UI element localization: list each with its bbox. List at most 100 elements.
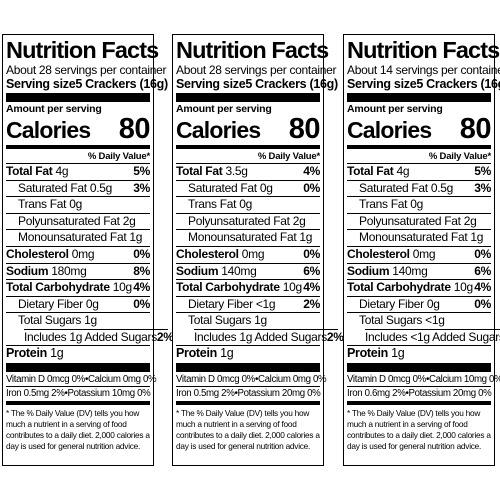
nutrient-name: Total Carbohydrate xyxy=(176,280,280,295)
nutrient-name: Trans Fat xyxy=(359,197,408,212)
nutrient-name: Sodium xyxy=(176,263,219,278)
calories-label: Calories xyxy=(6,117,91,143)
nutrient-amount: 2g xyxy=(122,213,136,228)
nutrient-name: Protein xyxy=(6,345,47,360)
iron: Iron 0.6mg 2% xyxy=(347,388,406,400)
servings-per-container: About 28 servings per container xyxy=(6,63,167,77)
calories-row: Calories 80 xyxy=(347,115,492,144)
nutrient-row-sodium: Sodium 140mg 6% xyxy=(347,262,491,280)
nutrient-row-total-fat: Total Fat 4g 5% xyxy=(347,163,491,180)
nutrient-row-protein: Protein 1g xyxy=(176,344,320,362)
label-title: Nutrition Facts xyxy=(176,37,329,63)
vitamin-d: Vitamin D 0mcg 0% xyxy=(6,374,85,386)
iron: Iron 0.5mg 2% xyxy=(176,388,235,400)
nutrient-name: Dietary Fiber xyxy=(188,296,253,311)
nutrient-name: Trans Fat xyxy=(18,197,67,212)
thick-divider xyxy=(347,363,491,373)
nutrient-amount: <1g xyxy=(255,296,276,311)
nutrient-amount: 0g xyxy=(410,197,423,212)
nutrient-row-added-sugars: Includes <1g Added Sugars 1% xyxy=(347,328,500,345)
nutrient-row-total-carbohydrate: Total Carbohydrate 10g 4% xyxy=(176,279,320,296)
label-title: Nutrition Facts xyxy=(347,37,500,63)
nutrition-label-3: Nutrition Facts About 14 servings per co… xyxy=(343,34,500,466)
calories-label: Calories xyxy=(176,117,261,143)
nutrient-row-total-carbohydrate: Total Carbohydrate 10g 4% xyxy=(347,279,491,296)
footer-divider xyxy=(176,401,320,406)
nutrient-amount: 0mg xyxy=(71,246,95,261)
footer-divider xyxy=(347,401,491,406)
vitamin-d: Vitamin D 0mcg 0% xyxy=(176,374,255,386)
potassium: Potassium 10mg 0% xyxy=(67,388,151,400)
nutrient-name: Saturated Fat xyxy=(188,180,257,195)
nutrient-amount: 2g xyxy=(292,213,306,228)
daily-value-header: % Daily Value* xyxy=(257,151,320,162)
nutrient-amount: 10g xyxy=(453,280,473,295)
nutrient-amount: 1g xyxy=(50,345,64,360)
nutrient-amount: 140mg xyxy=(221,263,257,278)
servings-per-container: About 14 servings per container xyxy=(347,63,500,77)
medium-divider xyxy=(176,145,320,149)
nutrient-row-total-sugars: Total Sugars 1g xyxy=(6,312,150,329)
nutrition-label-2: Nutrition Facts About 28 servings per co… xyxy=(172,34,344,466)
calcium: Calcium 0mg 0% xyxy=(88,374,157,386)
nutrient-amount: 180mg xyxy=(51,263,87,278)
nutrient-row-monounsaturated-fat: Monounsaturated Fat 1g xyxy=(6,229,150,246)
nutrient-dv: 8% xyxy=(133,263,150,278)
nutrient-name: Monounsaturated Fat xyxy=(188,230,297,245)
nutrient-dv: 5% xyxy=(133,164,150,178)
nutrient-name: Polyunsaturated Fat xyxy=(18,213,120,228)
nutrient-name: Cholesterol xyxy=(347,246,410,261)
footer-divider xyxy=(6,401,150,406)
serving-size-value: 5 Crackers (16g) xyxy=(245,77,338,91)
mineral-row: Iron 0.5mg 2% • Potassium 10mg 0% xyxy=(6,386,151,400)
thick-divider xyxy=(6,363,150,373)
serving-size-value: 5 Crackers (16g) xyxy=(416,77,500,91)
nutrient-amount: 3.5g xyxy=(225,164,248,178)
potassium: Potassium 20mg 0% xyxy=(237,388,321,400)
nutrient-dv: 6% xyxy=(474,263,491,278)
nutrient-row-trans-fat: Trans Fat 0g xyxy=(347,196,491,213)
nutrient-name: Monounsaturated Fat xyxy=(359,230,468,245)
nutrient-name: Protein xyxy=(347,345,388,360)
nutrient-name: Total Fat xyxy=(176,164,223,178)
nutrient-row-polyunsaturated-fat: Polyunsaturated Fat 2g xyxy=(6,212,150,230)
iron: Iron 0.5mg 2% xyxy=(6,388,65,400)
serving-size-row: Serving size 5 Crackers (16g) xyxy=(347,77,500,91)
nutrient-row-added-sugars: Includes 1g Added Sugars 2% xyxy=(176,328,344,345)
nutrient-name: Cholesterol xyxy=(6,246,69,261)
nutrient-row-total-sugars: Total Sugars <1g xyxy=(347,312,491,329)
nutrient-dv: 2% xyxy=(303,296,320,311)
nutrient-row-polyunsaturated-fat: Polyunsaturated Fat 2g xyxy=(176,212,320,230)
nutrient-row-protein: Protein 1g xyxy=(347,344,491,362)
nutrient-name: Total Carbohydrate xyxy=(347,280,451,295)
medium-divider xyxy=(6,145,150,149)
nutrient-amount: 4g xyxy=(55,164,69,178)
nutrient-row-total-sugars: Total Sugars 1g xyxy=(176,312,320,329)
serving-size-value: 5 Crackers (16g) xyxy=(75,77,168,91)
nutrient-amount: 10g xyxy=(282,280,302,295)
nutrient-name: Total Fat xyxy=(6,164,53,178)
nutrient-amount: 0.5g xyxy=(89,180,113,195)
nutrient-amount: 0g xyxy=(239,197,252,212)
footnote: * The % Daily Value (DV) tells you how m… xyxy=(176,408,320,451)
nutrient-row-trans-fat: Trans Fat 0g xyxy=(6,196,150,213)
nutrient-row-dietary-fiber: Dietary Fiber <1g 2% xyxy=(176,295,320,313)
nutrient-row-monounsaturated-fat: Monounsaturated Fat 1g xyxy=(347,229,491,246)
nutrient-row-added-sugars: Includes 1g Added Sugars 2% xyxy=(6,328,174,345)
nutrient-name: Polyunsaturated Fat xyxy=(359,213,461,228)
nutrient-dv: 0% xyxy=(133,246,150,261)
added-sugars-text: Includes 1g Added Sugars xyxy=(24,329,157,344)
nutrient-name: Dietary Fiber xyxy=(18,296,83,311)
nutrient-row-polyunsaturated-fat: Polyunsaturated Fat 2g xyxy=(347,212,491,230)
nutrient-amount: 0.5g xyxy=(430,180,454,195)
nutrient-dv: 0% xyxy=(133,296,150,311)
nutrient-name: Saturated Fat xyxy=(18,180,87,195)
nutrient-amount: 0mg xyxy=(241,246,265,261)
nutrient-row-monounsaturated-fat: Monounsaturated Fat 1g xyxy=(176,229,320,246)
nutrient-row-total-carbohydrate: Total Carbohydrate 10g 4% xyxy=(6,279,150,296)
thick-divider xyxy=(347,93,491,102)
calories-value: 80 xyxy=(288,113,321,145)
nutrient-name: Polyunsaturated Fat xyxy=(188,213,290,228)
amount-per-serving: Amount per serving xyxy=(176,103,272,115)
nutrient-dv: 0% xyxy=(303,246,320,261)
